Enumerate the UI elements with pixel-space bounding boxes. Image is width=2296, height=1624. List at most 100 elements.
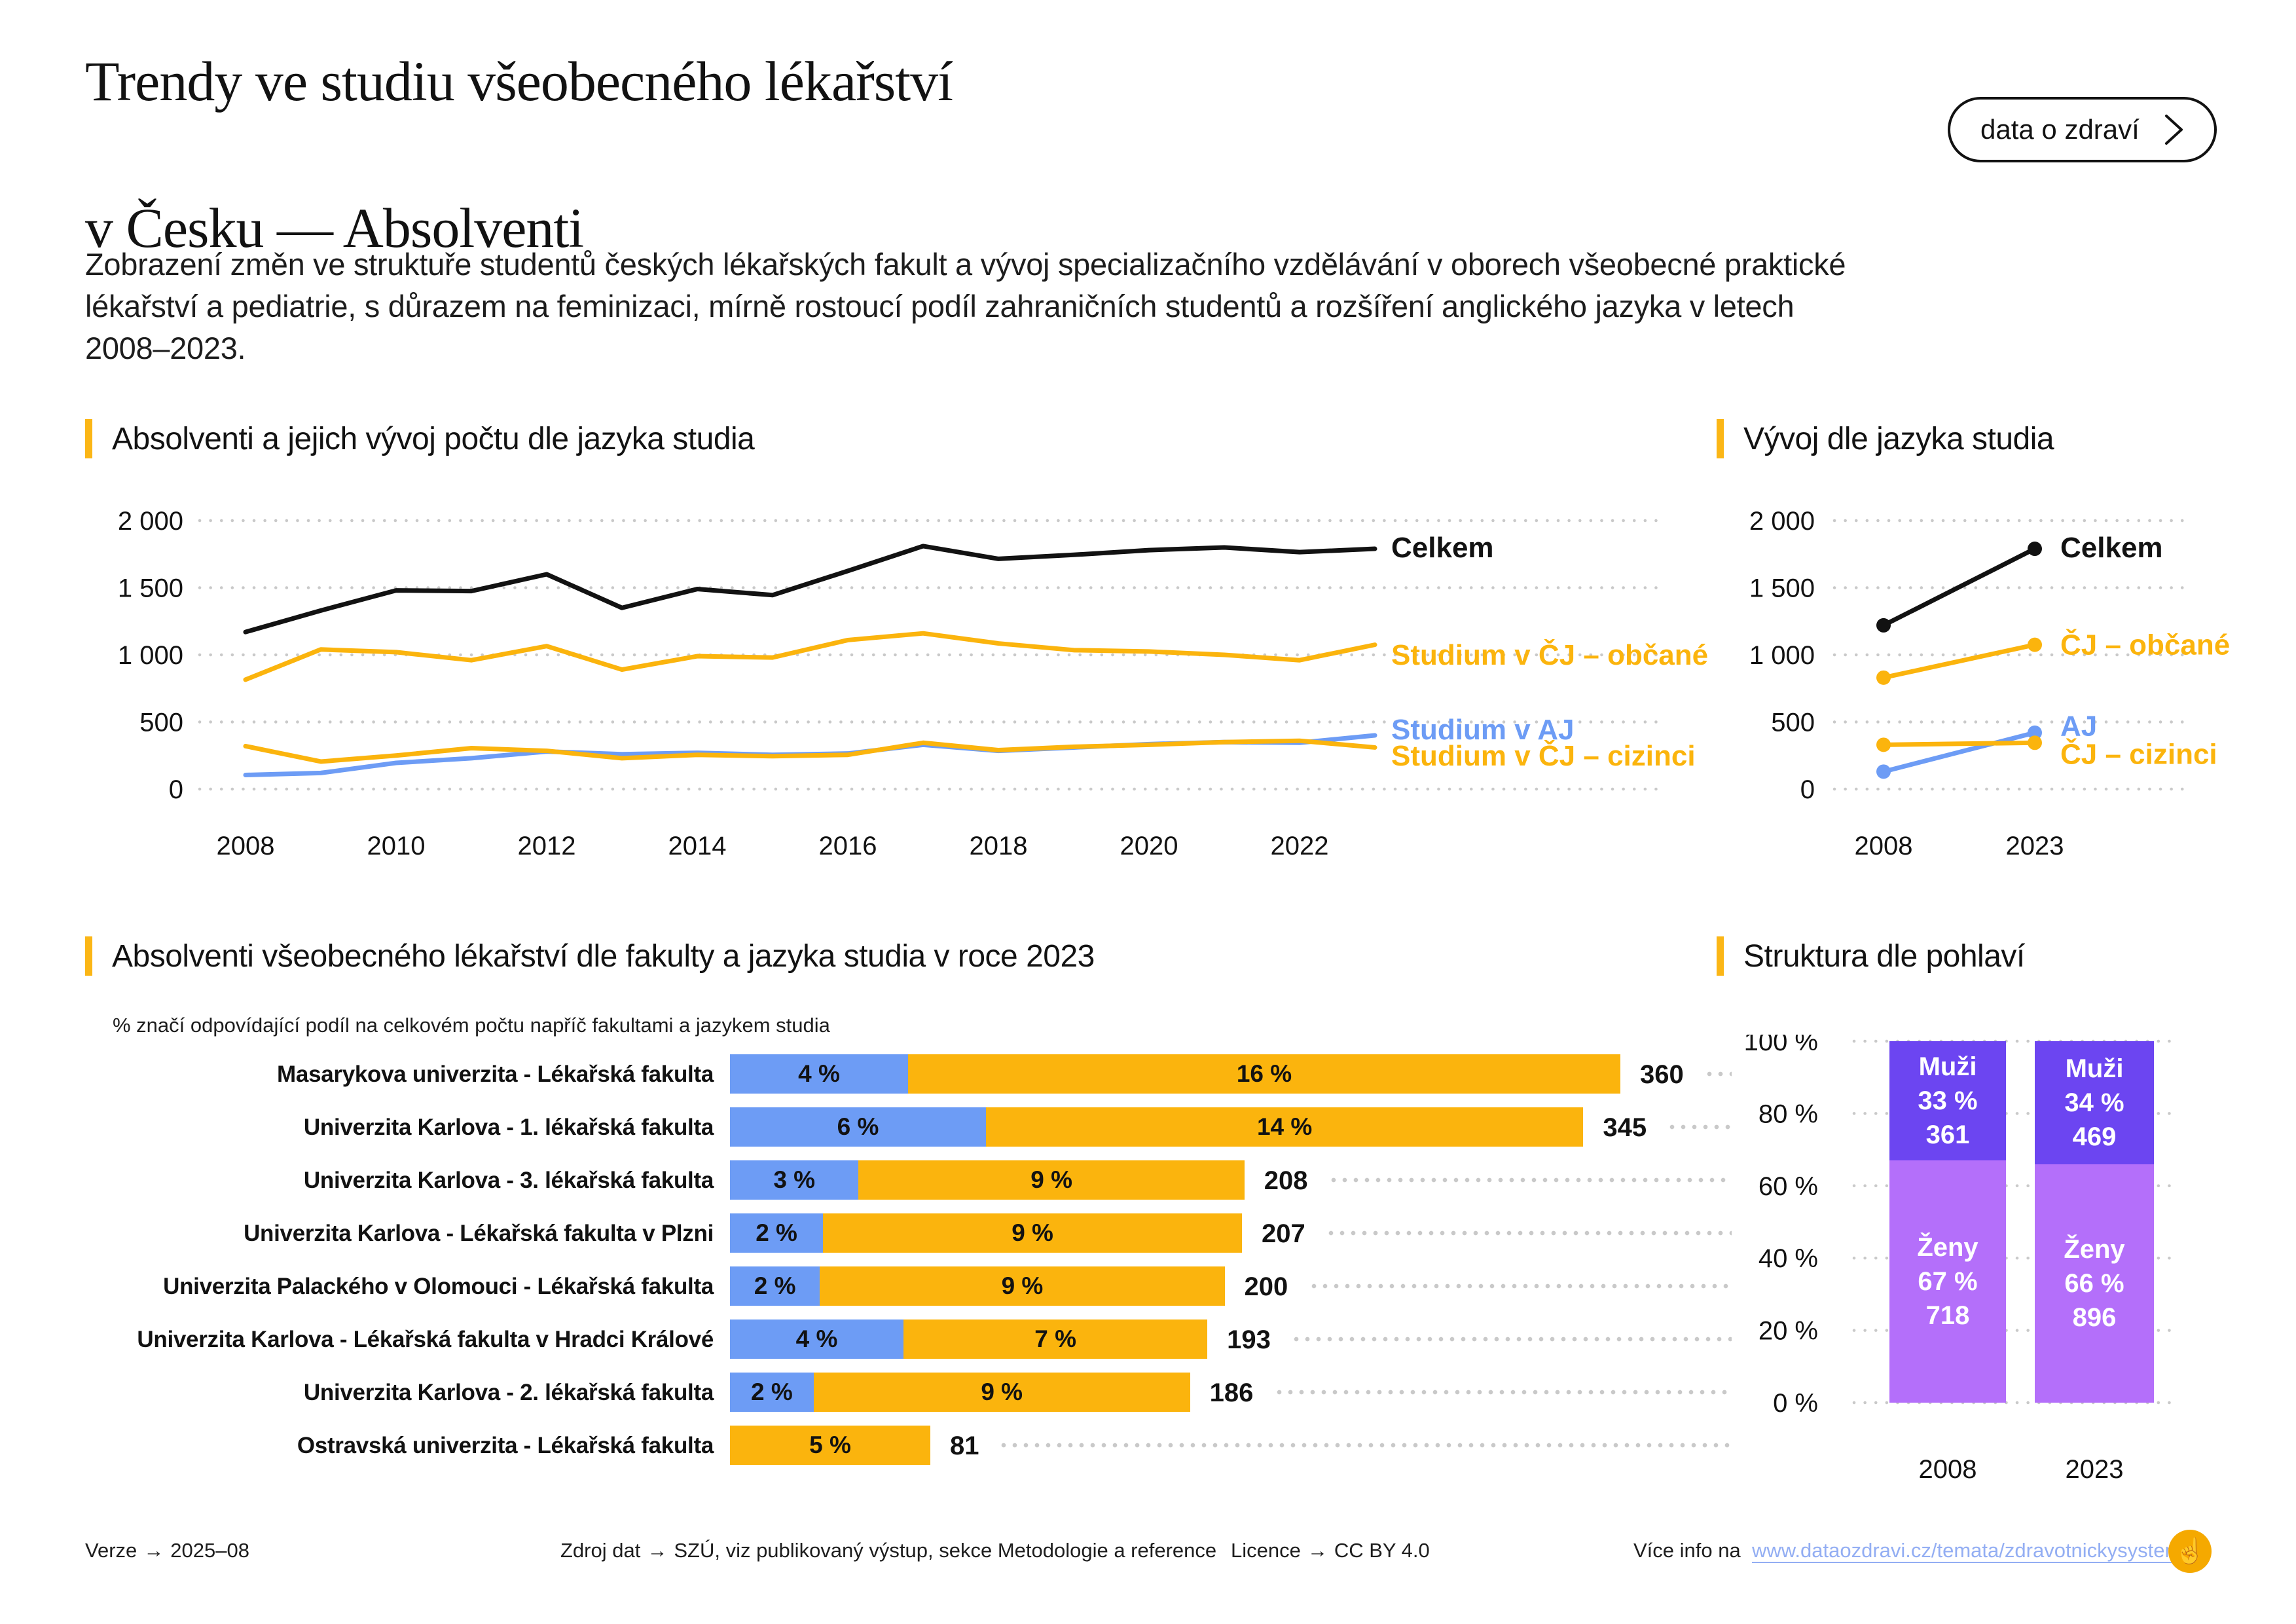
data-point	[1876, 670, 1891, 685]
faculty-label: Univerzita Palackého v Olomouci - Lékařs…	[163, 1274, 714, 1299]
section-accent-bar	[85, 936, 92, 976]
y-axis-tick: 1 000	[1749, 641, 1815, 670]
page-title-line1: Trendy ve studiu všeobecného lékařství	[85, 50, 953, 113]
leader-dots	[1273, 1373, 1732, 1412]
series-line-0	[1881, 546, 2037, 628]
y-axis-tick: 500	[1771, 709, 1815, 737]
footer-source: Zdroj dat → SZÚ, viz publikovaný výstup, s…	[560, 1539, 1216, 1562]
faculty-total: 360	[1640, 1060, 1684, 1089]
footer-licence-value: CC BY 4.0	[1334, 1539, 1430, 1562]
y-axis-tick: 100 %	[1744, 1035, 1818, 1056]
bar-chart-fakulty: Masarykova univerzita - Lékařská fakulta…	[85, 1054, 1735, 1486]
section-title: Struktura dle pohlaví	[1743, 938, 2025, 974]
faculty-row: Univerzita Karlova - 1. lékařská fakulta…	[85, 1107, 1735, 1147]
bar-segment-cj: 9 %	[823, 1213, 1242, 1253]
series-line-3	[243, 738, 1377, 764]
bar-segment-cj: 9 %	[858, 1160, 1245, 1200]
footer-version-label: Verze	[85, 1539, 137, 1562]
leader-dots	[998, 1426, 1732, 1465]
dataozdravi-logo[interactable]: ☝	[2168, 1530, 2212, 1573]
arrow-right-icon: →	[647, 1539, 668, 1562]
x-axis-tick: 2016	[819, 832, 877, 860]
bar-segment-aj: 4 %	[730, 1054, 908, 1094]
faculty-total: 193	[1227, 1325, 1271, 1354]
gender-segment-zeny: Ženy 66 % 896	[2035, 1164, 2154, 1403]
leader-dots	[1308, 1266, 1732, 1306]
bar-segment-aj: 2 %	[730, 1373, 814, 1412]
arrow-right-icon: →	[1307, 1539, 1328, 1562]
faculty-row: Masarykova univerzita - Lékařská fakulta…	[85, 1054, 1735, 1094]
legend-label-0: Celkem	[2060, 532, 2163, 564]
arrow-right-icon: →	[143, 1539, 164, 1562]
bar-segment-aj: 4 %	[730, 1320, 904, 1359]
bar-segment-cj: 5 %	[730, 1426, 930, 1465]
data-point	[2028, 735, 2042, 750]
footer-version: Verze → 2025–08	[85, 1539, 249, 1562]
faculty-row: Ostravská univerzita - Lékařská fakulta 5…	[85, 1426, 1735, 1465]
y-axis-tick: 1 000	[118, 641, 183, 670]
faculty-label: Univerzita Karlova - 3. lékařská fakulta	[303, 1168, 714, 1193]
gender-segment-zeny: Ženy 67 % 718	[1889, 1160, 2006, 1403]
section-header-vyvoj-jazyk: Vývoj dle jazyka studia	[1717, 419, 2054, 458]
section-accent-bar	[85, 419, 92, 458]
y-axis-tick: 80 %	[1758, 1099, 1818, 1128]
legend-label-3: ČJ – cizinci	[2060, 737, 2217, 771]
x-axis-tick: 2018	[970, 832, 1028, 860]
faculty-row: Univerzita Palackého v Olomouci - Lékařs…	[85, 1266, 1735, 1306]
faculty-total: 345	[1603, 1113, 1647, 1142]
slope-chart-svg: 0 500 1 000 1 500 2 000 2008 2023 Celkem ČJ – ob…	[1749, 507, 2230, 860]
leader-dots	[1291, 1320, 1732, 1359]
section-accent-bar	[1717, 936, 1724, 976]
line-chart-absolventi: 0 500 1 000 1 500 2 000 2008 2010 2012 2014 2016 2…	[85, 498, 1722, 894]
bar-segment-cj: 14 %	[986, 1107, 1584, 1147]
faculty-row: Univerzita Karlova - 2. lékařská fakulta…	[85, 1373, 1735, 1412]
series-line-3	[1881, 740, 2037, 747]
data-point	[2028, 542, 2042, 557]
faculty-total: 186	[1209, 1378, 1254, 1407]
section-title: Absolventi a jejich vývoj počtu dle jazy…	[112, 421, 755, 456]
faculty-total: 200	[1244, 1272, 1288, 1301]
section-title: Vývoj dle jazyka studia	[1743, 421, 2054, 456]
legend-label-1: ČJ – občané	[2060, 628, 2230, 661]
bar-segment-aj: 2 %	[730, 1213, 824, 1253]
y-axis-tick: 2 000	[118, 507, 183, 536]
series-line-1	[243, 631, 1377, 682]
bar-segment-cj: 7 %	[903, 1320, 1208, 1359]
faculty-label: Univerzita Karlova - Lékařská fakulta v …	[137, 1327, 714, 1352]
section-accent-bar	[1717, 419, 1724, 458]
section-subtitle-fakulty: % značí odpovídající podíl na celkovém p…	[113, 1014, 830, 1037]
y-axis-tick: 0	[1800, 775, 1815, 804]
bar-segment-aj: 6 %	[730, 1107, 986, 1147]
leader-dots	[1667, 1107, 1732, 1147]
y-axis-tick: 40 %	[1758, 1244, 1818, 1273]
section-header-pohlavi: Struktura dle pohlaví	[1717, 936, 2025, 976]
y-axis-tick: 1 500	[118, 574, 183, 603]
footer-licence-label: Licence	[1231, 1539, 1301, 1562]
footer-more-info-link[interactable]: www.dataozdravi.cz/temata/zdravotnickysy…	[1751, 1539, 2182, 1562]
section-title: Absolventi všeobecného lékařství dle fak…	[112, 938, 1095, 974]
x-axis-tick: 2023	[2065, 1455, 2124, 1484]
legend-label-1: Studium v ČJ – občané	[1391, 638, 1708, 671]
stacked-bar-chart-pohlavi: 100 % 80 % 60 % 40 % 20 % 0 % Muži 33 % 361 Ženy 6…	[1717, 1035, 2296, 1559]
footer-source-value: SZÚ, viz publikovaný výstup, sekce Metod…	[674, 1539, 1217, 1562]
faculty-label: Ostravská univerzita - Lékařská fakulta	[297, 1433, 714, 1458]
x-axis-tick: 2014	[668, 832, 727, 860]
faculty-total: 81	[950, 1431, 979, 1460]
bar-segment-aj: 2 %	[730, 1266, 820, 1306]
section-header-fakulty: Absolventi všeobecného lékařství dle fak…	[85, 936, 1095, 976]
footer-source-label: Zdroj dat	[560, 1539, 641, 1562]
faculty-total: 208	[1264, 1166, 1308, 1195]
page-description: Zobrazení změn ve struktuře studentů čes…	[85, 247, 1846, 365]
hand-icon: ☝	[2174, 1538, 2206, 1565]
legend-label-3: Studium v ČJ – cizinci	[1391, 739, 1696, 772]
data-o-zdravi-button[interactable]: data o zdraví	[1948, 97, 2217, 162]
series-line-0	[243, 544, 1377, 635]
gender-grid-svg: 100 % 80 % 60 % 40 % 20 % 0 %	[1744, 1035, 2177, 1418]
faculty-row: Univerzita Karlova - Lékařská fakulta v …	[85, 1213, 1735, 1253]
slope-chart-jazyk: 0 500 1 000 1 500 2 000 2008 2023 Celkem ČJ – ob…	[1717, 498, 2296, 894]
footer-licence: Licence → CC BY 4.0	[1231, 1539, 1430, 1562]
data-point	[2028, 637, 2042, 652]
footer-version-value: 2025–08	[170, 1539, 249, 1562]
gender-segment-muzi: Muži 33 % 361	[1889, 1041, 2006, 1160]
